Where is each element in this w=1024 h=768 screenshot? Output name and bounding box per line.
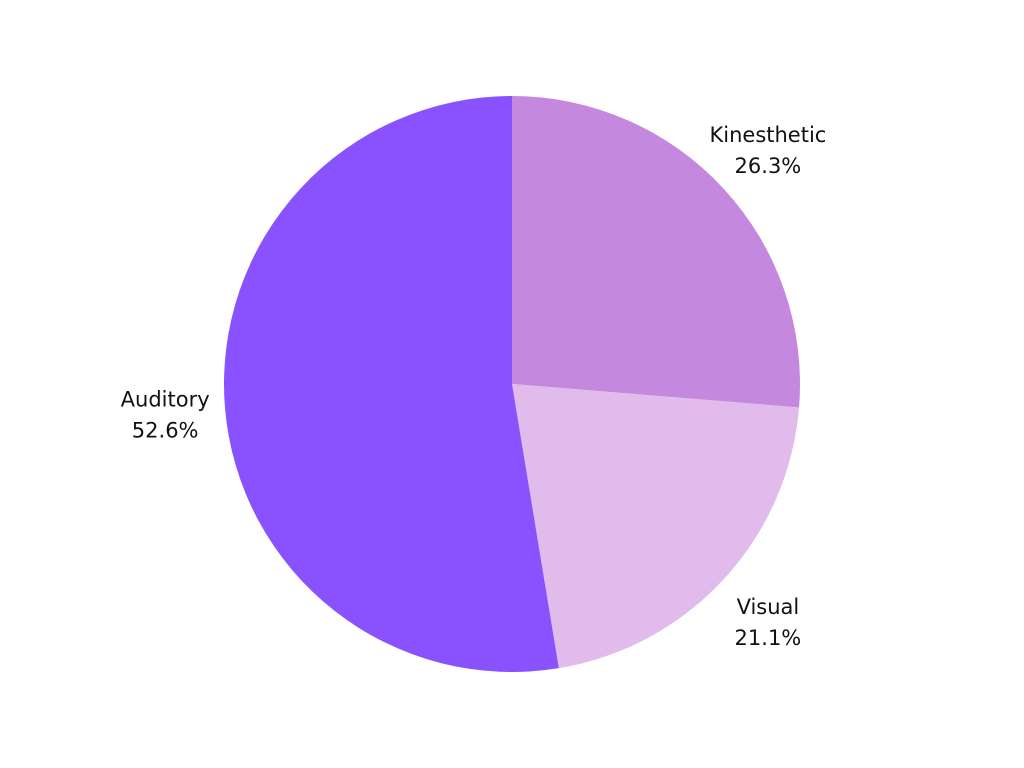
slice-percent-label: 52.6%	[132, 418, 199, 442]
slice-percent-label: 21.1%	[735, 626, 802, 650]
slice-percent-label: 26.3%	[735, 154, 802, 178]
pie-labels: Kinesthetic 26.3% Visual 21.1% Auditory 52.6%	[121, 123, 827, 650]
slice-category-label: Kinesthetic	[709, 123, 826, 147]
slice-label-auditory: Auditory 52.6%	[121, 387, 210, 442]
slice-category-label: Visual	[737, 595, 800, 619]
pie-slice-auditory	[223, 95, 559, 672]
slice-label-kinesthetic: Kinesthetic 26.3%	[709, 123, 826, 178]
pie-slices	[223, 95, 800, 672]
slice-label-visual: Visual 21.1%	[735, 595, 802, 650]
pie-slice-kinesthetic	[512, 96, 800, 408]
slice-category-label: Auditory	[121, 387, 210, 411]
pie-slice-visual	[512, 384, 800, 669]
